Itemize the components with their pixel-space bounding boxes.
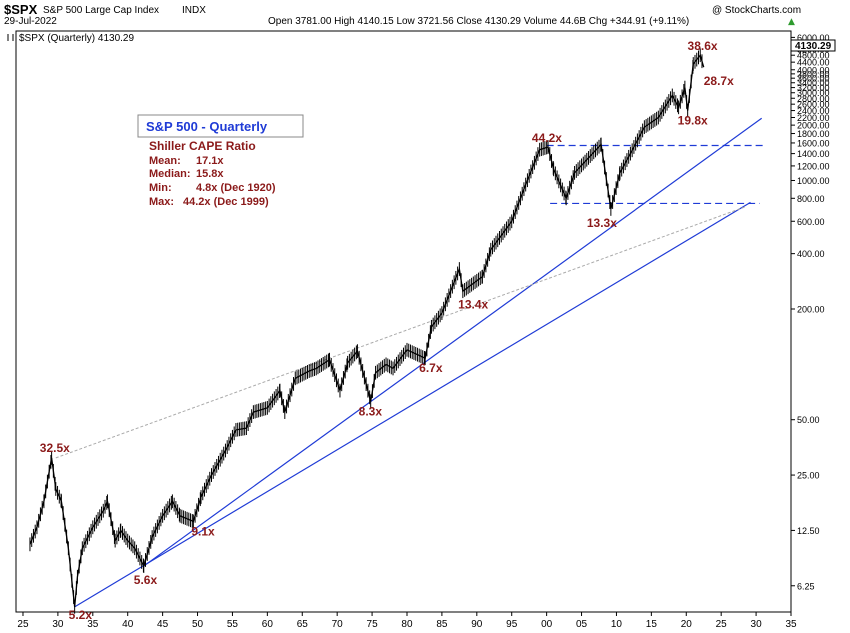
plot-frame [15,30,792,613]
cape-annotation: 13.3x [587,216,617,230]
cape-annotation: 32.5x [40,441,70,455]
symbol-title: $SPX [4,2,38,17]
y-tick-label: 3000.00 [797,88,830,98]
cape-annotation: 19.8x [678,114,708,128]
stat-median-label: Median: [149,168,191,180]
cape-annotation: 44.2x [532,131,562,145]
y-tick-label: 3600.00 [797,74,830,84]
x-tick-label: 95 [506,619,518,630]
x-tick-label: 45 [157,619,169,630]
last-price-tag: 4130.29 [790,39,836,52]
upper-trendline [143,117,763,567]
info-box: S&P 500 - Quarterly Shiller CAPE Ratio M… [137,114,304,208]
x-tick-label: 35 [785,619,797,630]
index-name: S&P 500 Large Cap Index [43,5,159,16]
info-box-title-frame [137,114,304,138]
info-box-title: S&P 500 - Quarterly [146,119,268,134]
x-tick-label: 90 [471,619,483,630]
y-tick-label: 2000.00 [797,121,830,131]
legend-label: $SPX (Quarterly) 4130.29 [19,33,134,44]
x-tick-label: 15 [646,619,658,630]
y-tick-label: 25.00 [797,471,820,481]
y-tick-label: 1200.00 [797,161,830,171]
x-tick-label: 25 [17,619,29,630]
y-tick-label: 400.00 [797,249,825,259]
x-tick-label: 05 [576,619,588,630]
x-tick-label: 55 [227,619,239,630]
y-tick-label: 6000.00 [797,33,830,43]
y-tick-label: 1000.00 [797,176,830,186]
y-tick-label: 1800.00 [797,129,830,139]
cape-annotation: 5.2x [69,608,93,622]
x-tick-label: 85 [436,619,448,630]
x-tick-label: 40 [122,619,134,630]
cape-annotation: 6.7x [419,361,443,375]
y-tick-label: 12.50 [797,526,820,536]
cape-annotation: 8.3x [359,404,383,418]
cape-annotation: 28.7x [704,74,734,88]
watermark: @ StockCharts.com [712,5,801,16]
stat-max-label: Max: [149,196,174,208]
x-tick-label: 10 [611,619,623,630]
stat-min-label: Min: [149,182,172,194]
y-tick-label: 2800.00 [797,94,830,104]
x-tick-label: 50 [192,619,204,630]
cape-annotations: 32.5x 5.2x 5.6x 9.1x 8.3x 6.7x 13.4x 44.2x 13.3x… [40,39,734,622]
y-axis: 6.25 12.50 25.00 50.00 200.00 400.00 600.00 800… [791,33,830,591]
exchange: INDX [182,5,206,16]
cape-heading: Shiller CAPE Ratio [149,139,256,153]
price-series [29,48,705,614]
y-tick-label: 50.00 [797,415,820,425]
y-tick-label: 800.00 [797,194,825,204]
y-tick-label: 3800.00 [797,69,830,79]
x-tick-label: 20 [681,619,693,630]
y-tick-label: 4800.00 [797,51,830,61]
x-axis: 25 30 35 40 45 50 55 60 65 70 75 80 85 90 95 00 05 10 15 20… [17,612,797,630]
date-label: 29-Jul-2022 [4,16,57,27]
x-tick-label: 70 [332,619,344,630]
x-tick-label: 00 [541,619,553,630]
y-tick-label: 2200.00 [797,113,830,123]
x-tick-label: 25 [716,619,728,630]
y-tick-label: 4000.00 [797,65,830,75]
y-tick-label: 3200.00 [797,83,830,93]
y-tick-label: 6.25 [797,581,815,591]
last-price-value: 4130.29 [795,41,832,52]
y-tick-label: 200.00 [797,305,825,315]
stat-max-value: 44.2x (Dec 1999) [183,196,269,208]
y-tick-label: 4400.00 [797,58,830,68]
cape-annotation: 9.1x [191,524,215,538]
x-tick-label: 60 [262,619,274,630]
y-tick-label: 2400.00 [797,106,830,116]
x-tick-label: 30 [52,619,64,630]
dashed-trendline [55,206,746,459]
y-tick-label: 1400.00 [797,149,830,159]
lower-trendline [74,201,751,608]
y-tick-label: 2600.00 [797,100,830,110]
y-tick-label: 1600.00 [797,138,830,148]
ohlc-readout: Open 3781.00 High 4140.15 Low 3721.56 Cl… [268,16,689,27]
x-tick-label: 75 [367,619,379,630]
cape-annotation: 13.4x [458,297,488,311]
trendlines [55,117,764,608]
stat-mean-value: 17.1x [196,155,224,167]
stat-mean-label: Mean: [149,155,181,167]
price-line [29,53,705,607]
stat-min-value: 4.8x (Dec 1920) [196,182,276,194]
x-tick-label: 80 [401,619,413,630]
stat-median-value: 15.8x [196,168,224,180]
x-tick-label: 30 [751,619,763,630]
y-tick-label: 600.00 [797,217,825,227]
x-tick-label: 65 [297,619,309,630]
y-tick-label: 3400.00 [797,78,830,88]
legend-icon [7,34,14,41]
x-tick-label: 35 [87,619,99,630]
cape-annotation: 5.6x [134,573,158,587]
cape-annotation: 38.6x [688,39,718,53]
change-arrow: ▲ [788,17,795,27]
